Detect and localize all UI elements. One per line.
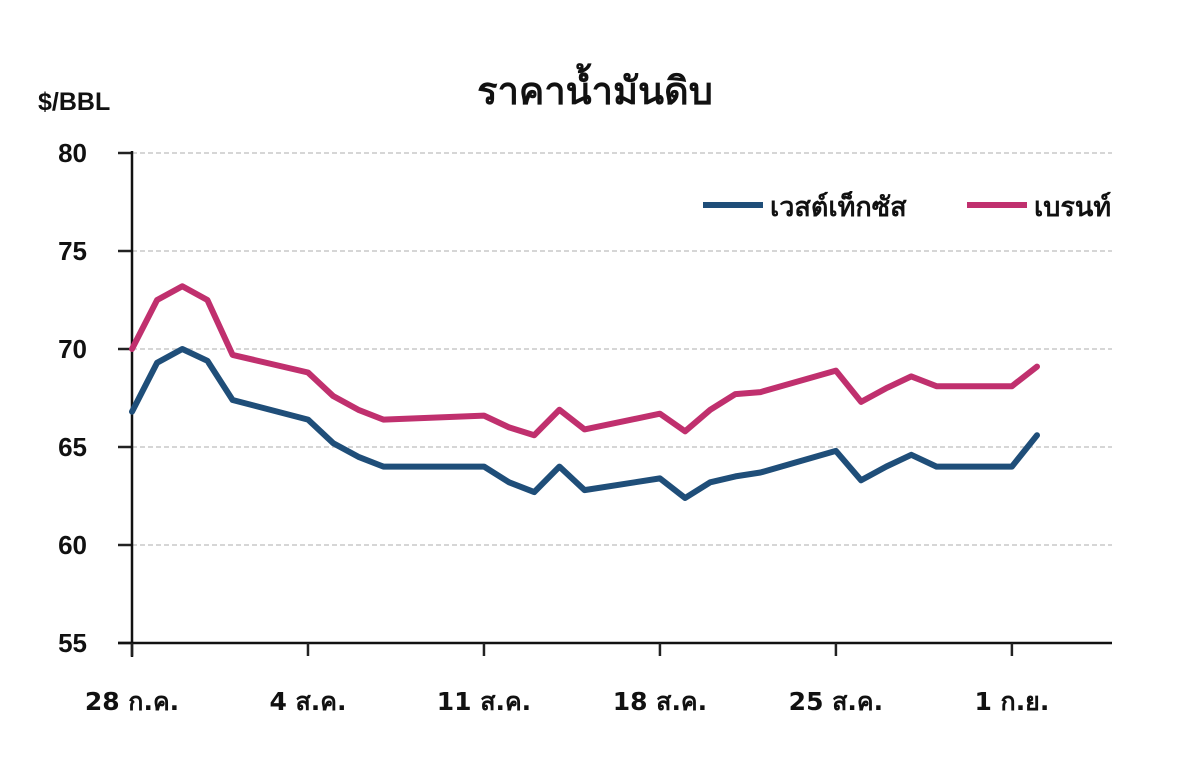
y-tick-label: 60 [58, 530, 87, 560]
y-tick-label: 80 [58, 138, 87, 168]
x-tick-label: 11 ส.ค. [437, 687, 531, 716]
x-tick-label: 18 ส.ค. [613, 687, 707, 716]
y-tick-label: 55 [58, 628, 87, 658]
series-line-brent [129, 283, 1040, 439]
y-axis-unit-label: $/BBL [38, 88, 111, 116]
x-axis: 28 ก.ค. 4 ส.ค. 11 ส.ค. 18 ส.ค. 25 ส.ค. 1 ก.ย. [85, 641, 1112, 716]
legend-label-brent: เบรนท์ [1034, 191, 1111, 223]
gridlines [132, 152, 1112, 546]
x-tick-label: 25 ส.ค. [789, 687, 883, 716]
y-tick-label: 75 [58, 236, 87, 266]
series-lines [129, 283, 1040, 501]
y-tick-label: 70 [58, 334, 87, 364]
legend: เวสต์เท็กซัส เบรนท์ [703, 189, 1111, 223]
x-tick-label: 1 ก.ย. [974, 687, 1049, 716]
x-tick-label: 4 ส.ค. [269, 687, 346, 716]
y-tick-label: 65 [58, 432, 87, 462]
legend-label-wti: เวสต์เท็กซัส [770, 189, 907, 223]
y-axis: 55 60 65 70 75 80 [58, 138, 134, 658]
chart-title: ราคาน้ำมันดิบ [477, 69, 713, 113]
x-tick-label: 28 ก.ค. [85, 687, 179, 716]
series-line-wti [129, 346, 1040, 501]
